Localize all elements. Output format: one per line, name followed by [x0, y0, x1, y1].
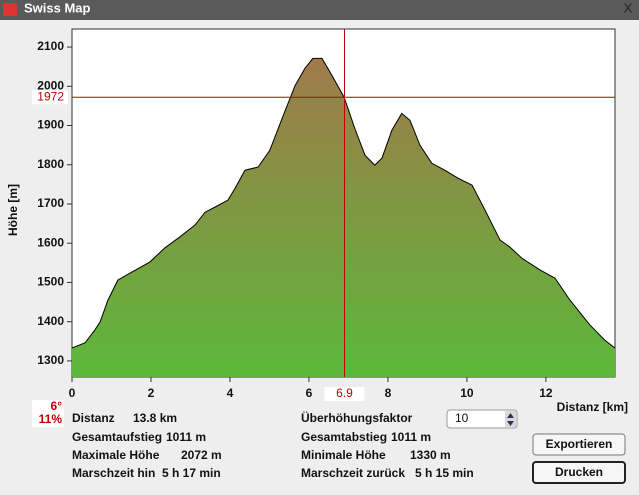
spinner[interactable]	[446, 409, 518, 429]
y-tick-label: 1400	[37, 314, 64, 328]
y-tick-label: 1600	[37, 235, 64, 249]
y-tick-label: 1700	[37, 196, 64, 210]
profile-line	[71, 57, 616, 349]
x-tick-label: 6	[306, 386, 313, 400]
slope-degrees: 6°	[51, 399, 63, 413]
y-tick-label: 1900	[37, 118, 64, 132]
info-label: Maximale Höhe	[72, 448, 160, 462]
x-tick-label: 2	[148, 386, 155, 400]
slope-box	[32, 400, 64, 427]
spinner-value[interactable]: 10	[455, 411, 469, 425]
title-bar	[0, 0, 639, 20]
x-tick-label: 10	[460, 386, 474, 400]
info-value: 1330 m	[410, 448, 451, 462]
area-fill	[72, 58, 615, 378]
info-label: Marschzeit hin	[72, 466, 155, 480]
y-tick-label: 2000	[37, 78, 64, 92]
app-icon	[3, 3, 17, 16]
info-value: 5 h 15 min	[415, 466, 474, 480]
crosshair-x-label: 6.9	[336, 386, 353, 400]
info-label: Gesamtabstieg	[301, 430, 387, 444]
info-label: Gesamtaufstieg	[72, 430, 162, 444]
y-axis-label: Höhe [m]	[6, 184, 20, 236]
x-tick-label: 0	[69, 386, 76, 400]
info-value: 2072 m	[181, 448, 222, 462]
slope-percent: 11%	[39, 412, 63, 426]
export-button-label[interactable]: Exportieren	[546, 437, 613, 451]
spinner-arrow-icons	[507, 413, 514, 426]
y-tick-label: 1800	[37, 157, 64, 171]
x-axis-label: Distanz [km]	[557, 400, 628, 414]
window-title: Swiss Map	[24, 0, 91, 15]
y-tick-label: 1500	[37, 275, 64, 289]
close-button[interactable]: X	[624, 0, 633, 15]
info-value: 5 h 17 min	[162, 466, 221, 480]
print-button-label[interactable]: Drucken	[555, 465, 603, 479]
y-tick-label: 2100	[37, 39, 64, 53]
export-button[interactable]	[532, 433, 626, 456]
info-label: Marschzeit zurück	[301, 466, 405, 480]
crosshair-y-box	[32, 90, 68, 105]
x-tick-label: 4	[227, 386, 234, 400]
info-value: 1011 m	[166, 430, 206, 444]
info-value: 13.8 km	[133, 411, 177, 425]
crosshair-x-box	[324, 387, 365, 401]
info-value: 1011 m	[391, 430, 431, 444]
print-button[interactable]	[532, 461, 626, 484]
crosshair-y-label: 1972	[37, 89, 64, 103]
y-tick-label: 1300	[37, 353, 64, 367]
info-label: Distanz	[72, 411, 115, 425]
x-tick-label: 8	[385, 386, 392, 400]
info-label: Minimale Höhe	[301, 448, 386, 462]
spinner-arrows[interactable]	[505, 411, 516, 427]
x-tick-label: 12	[539, 386, 553, 400]
info-label: Überhöhungsfaktor	[301, 410, 413, 425]
